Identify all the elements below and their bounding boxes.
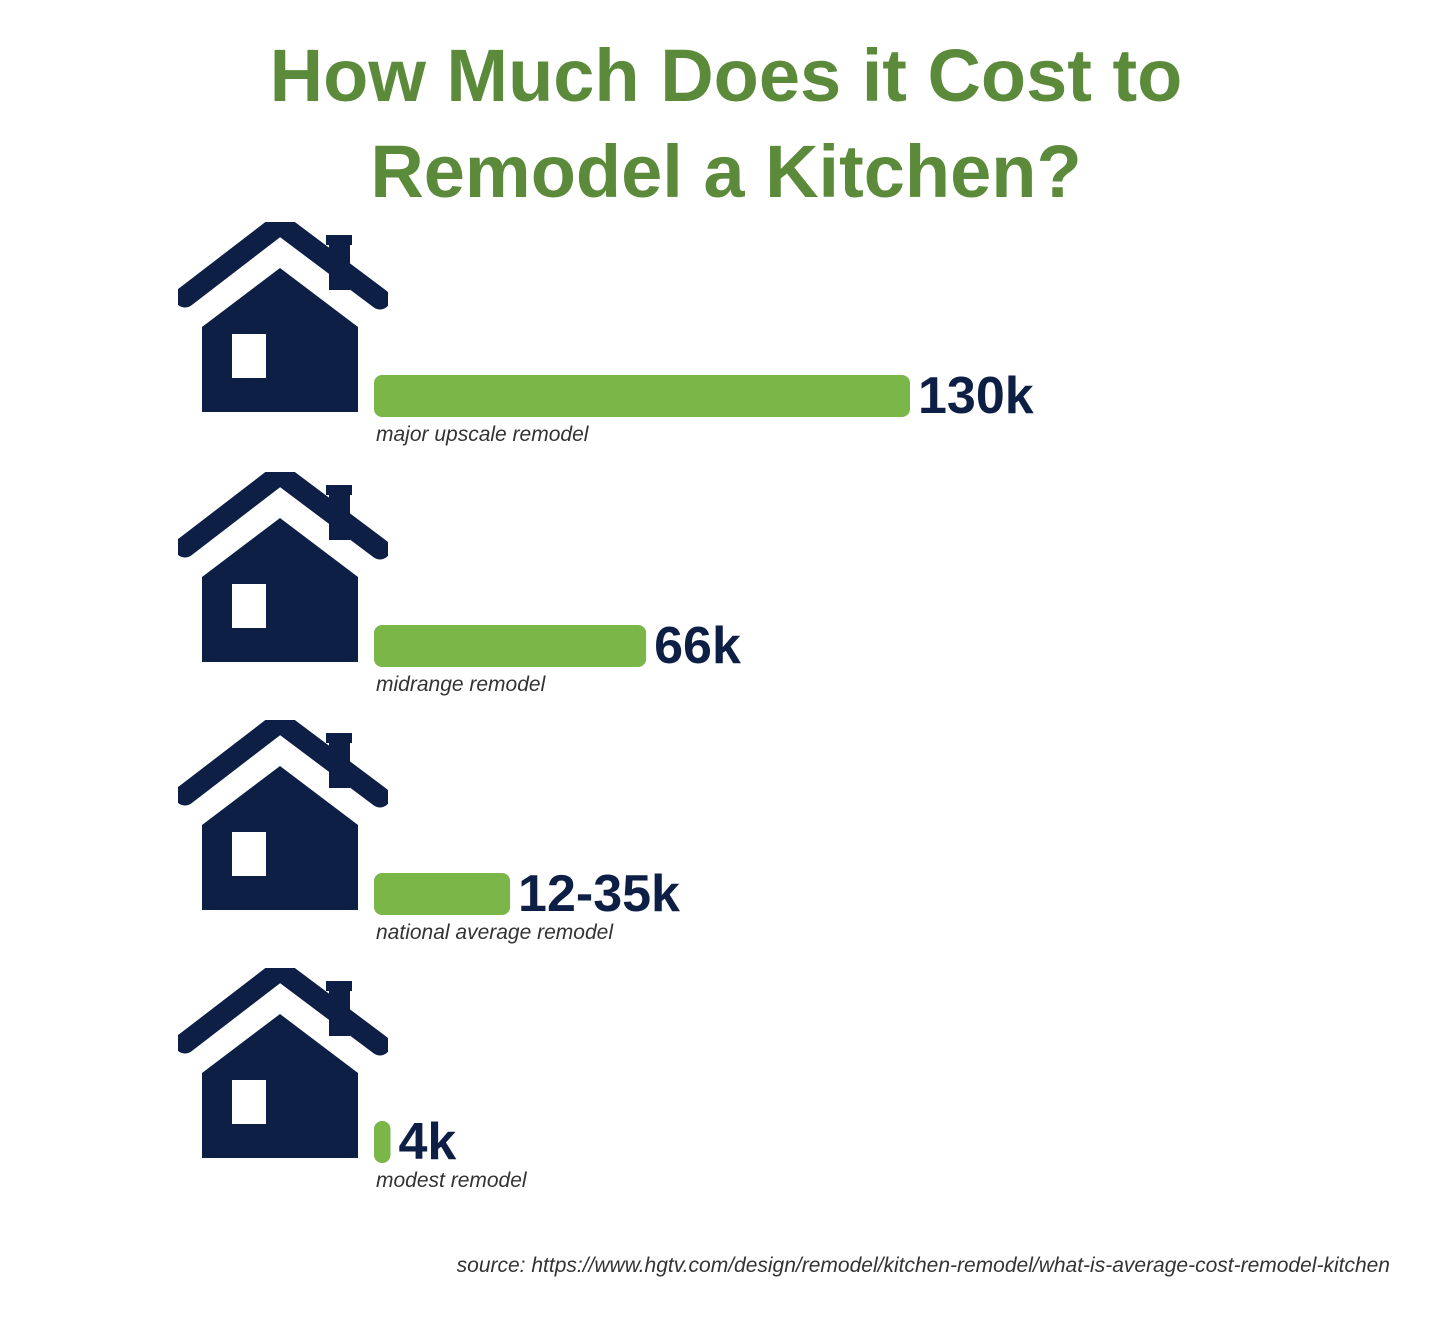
- bar: [374, 873, 511, 915]
- bar: [374, 1121, 391, 1163]
- chart-row: 66k midrange remodel: [185, 474, 741, 696]
- category-label: modest remodel: [376, 1169, 528, 1192]
- source-citation: source: https://www.hgtv.com/design/remo…: [456, 1254, 1390, 1277]
- category-label: national average remodel: [376, 921, 614, 944]
- bar: [374, 625, 647, 667]
- chart-row: 130k major upscale remodel: [185, 224, 1034, 446]
- house-icon: [185, 474, 380, 662]
- chart-title-line-1: How Much Does it Cost to: [269, 34, 1183, 117]
- bar-value-label: 4k: [398, 1113, 456, 1171]
- category-label: midrange remodel: [376, 673, 547, 696]
- bar-value-label: 130k: [918, 367, 1034, 425]
- house-icon: [185, 224, 380, 412]
- bar-value-label: 12-35k: [518, 865, 680, 923]
- house-icon: [185, 970, 380, 1158]
- chart-title-line-2: Remodel a Kitchen?: [370, 130, 1082, 213]
- bar: [374, 375, 910, 417]
- bar-value-label: 66k: [654, 617, 741, 675]
- category-label: major upscale remodel: [376, 423, 590, 446]
- house-icon: [185, 722, 380, 910]
